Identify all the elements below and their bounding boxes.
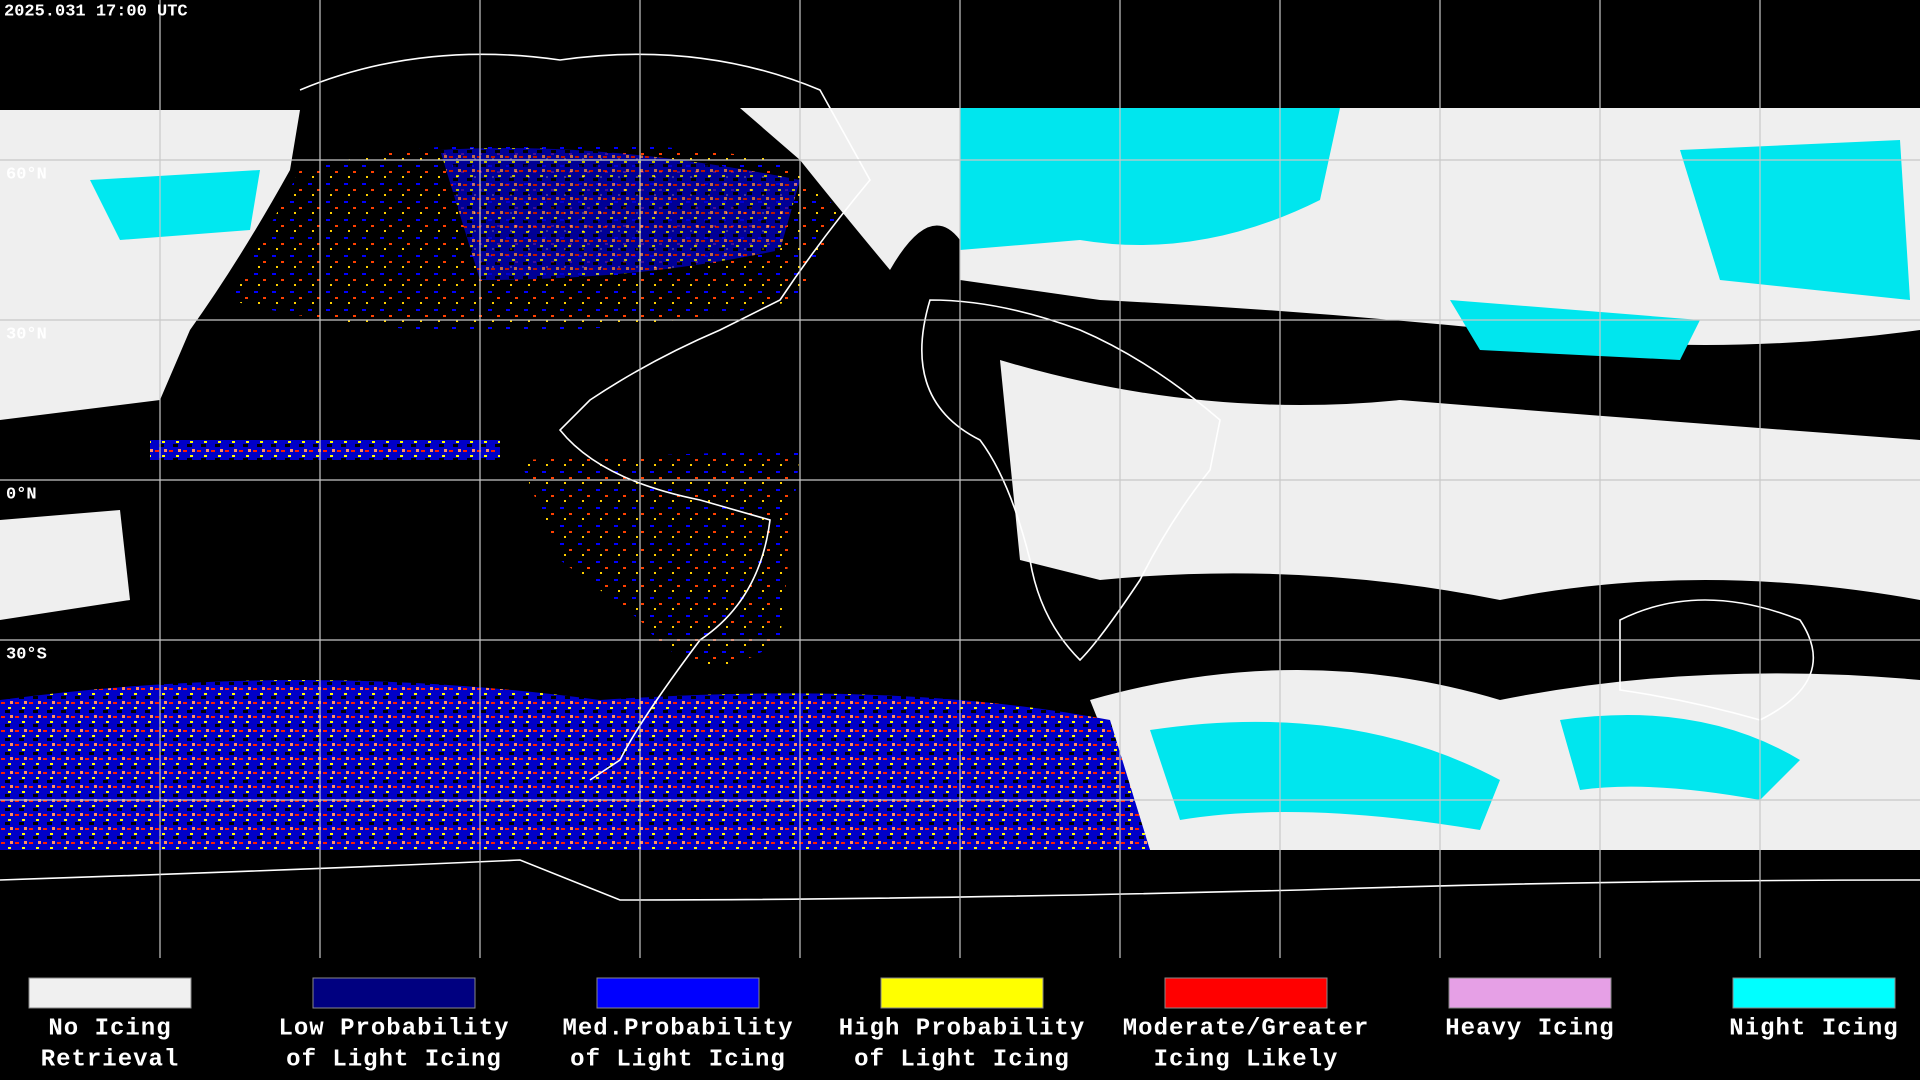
legend-swatch (1164, 977, 1328, 1009)
legend: No Icing Retrieval Low Probability of Light… (28, 977, 1898, 1073)
night-icing-east-asia (1450, 300, 1700, 360)
legend-label: No Icing (48, 1015, 171, 1042)
legend-label: Low Probability (278, 1015, 509, 1042)
legend-swatch (28, 977, 192, 1009)
coast-africa (921, 299, 1221, 662)
cloud-sw-pacific (0, 510, 130, 620)
latitude-label: 0°N (6, 485, 37, 504)
icing-imagery (0, 142, 1150, 850)
cloud-north-atlantic (740, 108, 960, 270)
night-icing-south (1150, 721, 1500, 830)
legend-label: of Light Icing (286, 1046, 502, 1073)
legend-label: Heavy Icing (1445, 1015, 1614, 1042)
legend-swatch (312, 977, 476, 1009)
legend-swatch (880, 977, 1044, 1009)
night-icing-asia (1680, 140, 1910, 300)
icing-southern-ocean (0, 680, 1150, 850)
legend-label: Med.Probability (562, 1015, 793, 1042)
legend-swatch (596, 977, 760, 1009)
graticule (0, 0, 1920, 958)
legend-label: of Light Icing (570, 1046, 786, 1073)
legend-label: Moderate/Greater (1123, 1015, 1369, 1042)
night-icing-nw (90, 170, 260, 240)
legend-swatch (1732, 977, 1896, 1009)
icing-itcz (150, 440, 500, 460)
legend-swatch (1448, 977, 1612, 1009)
coast-antarctica (0, 859, 1920, 901)
icing-north-america (440, 148, 800, 280)
latitude-label: 60°N (6, 165, 47, 184)
legend-label: Retrieval (41, 1046, 180, 1073)
timestamp: 2025.031 17:00 UTC (4, 2, 188, 21)
cloud-imagery (0, 108, 1920, 850)
night-icing-europe (960, 108, 1340, 250)
coast-americas (299, 53, 871, 781)
legend-label: Night Icing (1729, 1015, 1898, 1042)
legend-label: of Light Icing (854, 1046, 1070, 1073)
legend-label: Icing Likely (1154, 1046, 1339, 1073)
latitude-label: 30°S (6, 645, 47, 664)
night-icing-australia (1560, 715, 1800, 800)
latitude-labels: 60°N 30°N 0°N 30°S (6, 165, 47, 664)
icing-south-america (520, 450, 800, 666)
coast-australia (1619, 599, 1815, 721)
latitude-label: 30°N (6, 325, 47, 344)
coastlines (0, 53, 1920, 901)
legend-label: High Probability (839, 1015, 1085, 1042)
